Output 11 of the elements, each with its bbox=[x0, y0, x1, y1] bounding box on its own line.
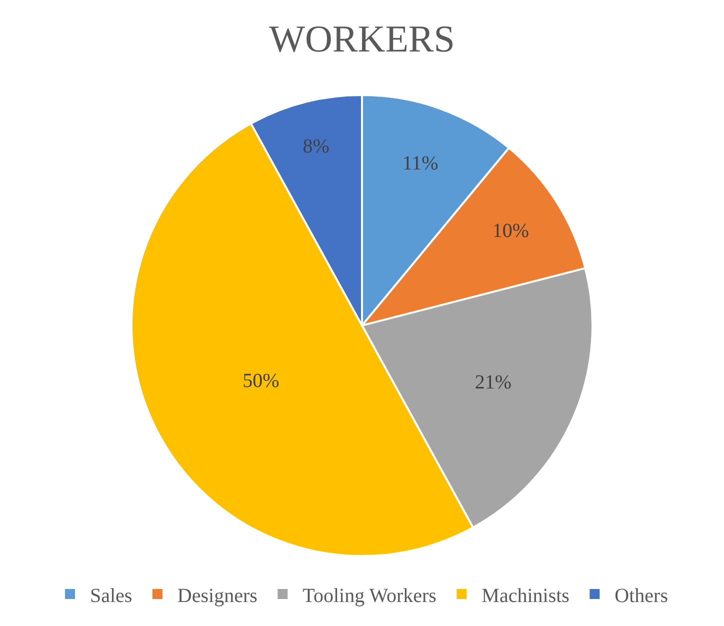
legend-label: Tooling Workers bbox=[302, 584, 437, 607]
legend-label: Designers bbox=[177, 584, 258, 607]
data-label: 21% bbox=[474, 371, 512, 394]
data-label: 11% bbox=[402, 152, 438, 174]
data-label: 50% bbox=[242, 370, 280, 392]
legend-label: Sales bbox=[90, 584, 132, 607]
legend-label: Others bbox=[614, 584, 668, 607]
chart-title: WORKERS bbox=[269, 18, 455, 61]
data-label: 8% bbox=[302, 136, 330, 158]
data-label: 10% bbox=[492, 220, 530, 242]
legend-label: Machinists bbox=[482, 584, 570, 607]
